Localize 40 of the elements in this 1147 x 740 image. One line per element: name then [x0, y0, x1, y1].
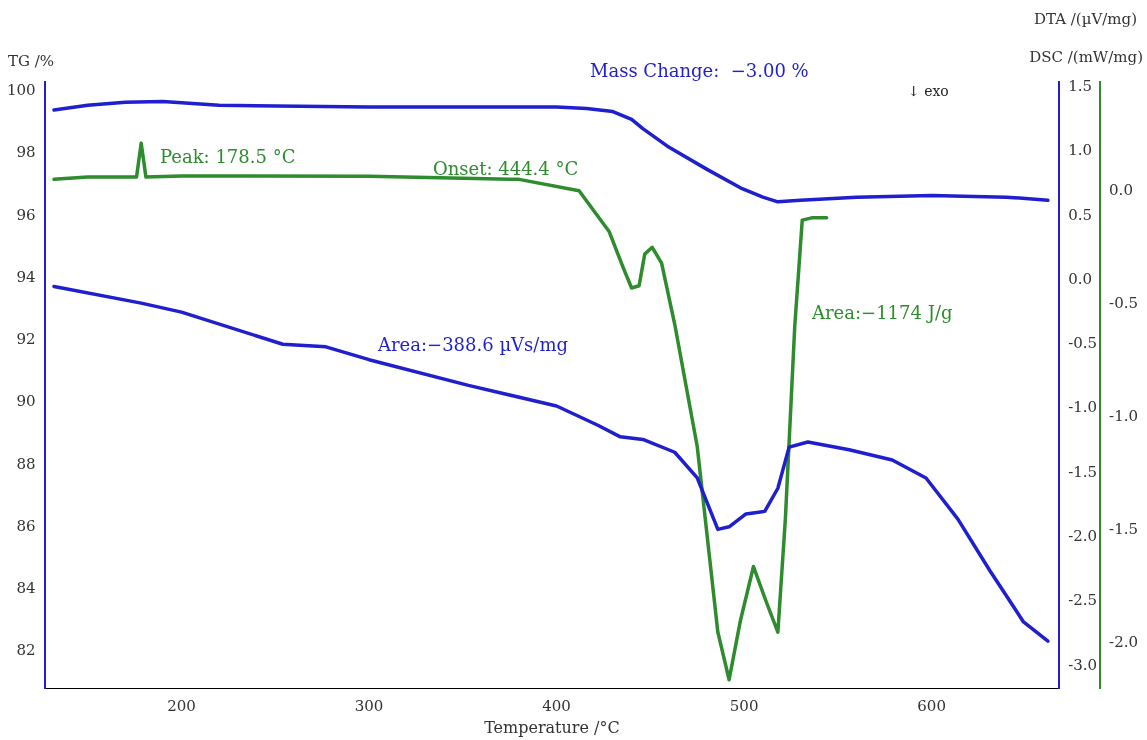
y-tick-label: 96: [16, 205, 36, 224]
annotation: ↓ exo: [908, 82, 949, 99]
y3-tick-label: -1.5: [1109, 520, 1139, 539]
y2-tick-label: -2.5: [1068, 591, 1098, 610]
x-tick-label: 400: [542, 696, 571, 715]
y3-tick-label: -1.0: [1109, 406, 1139, 425]
annotation: Peak: 178.5 °C: [160, 145, 296, 167]
y2-tick-label: -3.0: [1068, 655, 1098, 674]
y2-axis-title: DTA /(µV/mg): [1033, 9, 1137, 28]
y-axis-title: TG /%: [8, 51, 55, 70]
y-tick-label: 94: [16, 267, 36, 286]
x-tick-label: 500: [729, 696, 759, 715]
y3-tick-label: -2.0: [1109, 633, 1139, 652]
y-tick-label: 86: [16, 516, 36, 535]
y2-tick-label: -0.5: [1068, 334, 1098, 353]
y2-tick-label: 0.5: [1068, 205, 1093, 224]
text: Mass Change: −3.00 %: [590, 59, 809, 81]
x-tick-label: 600: [917, 696, 946, 715]
y-tick-label: 100: [6, 81, 36, 100]
x-axis-title: Temperature /°C: [484, 717, 620, 737]
annotation: Area:−1174 J/g: [811, 301, 953, 323]
y2-tick-label: -1.0: [1068, 398, 1098, 417]
annotation: Area:−388.6 µVs/mg: [377, 333, 568, 355]
annotation: Onset: 444.4 °C: [433, 157, 579, 179]
y2-tick-label: 1.0: [1068, 141, 1093, 160]
y2-tick-label: 0.0: [1068, 269, 1093, 288]
y2-tick-label: -2.0: [1068, 526, 1098, 545]
y3-axis-title: DSC /(mW/mg): [1029, 47, 1143, 66]
y-tick-label: 84: [16, 579, 36, 598]
y-tick-label: 82: [16, 641, 36, 660]
x-tick-label: 300: [354, 696, 384, 715]
x-tick-label: 200: [167, 696, 196, 715]
y-tick-label: 98: [16, 143, 36, 162]
y-tick-label: 92: [16, 330, 36, 349]
y3-tick-label: 0.0: [1109, 180, 1133, 199]
y3-tick-label: -0.5: [1109, 293, 1139, 312]
y-tick-label: 90: [16, 392, 36, 411]
y2-tick-label: 1.5: [1068, 77, 1093, 96]
y2-tick-label: -1.5: [1068, 462, 1098, 481]
y-tick-label: 88: [16, 454, 36, 473]
